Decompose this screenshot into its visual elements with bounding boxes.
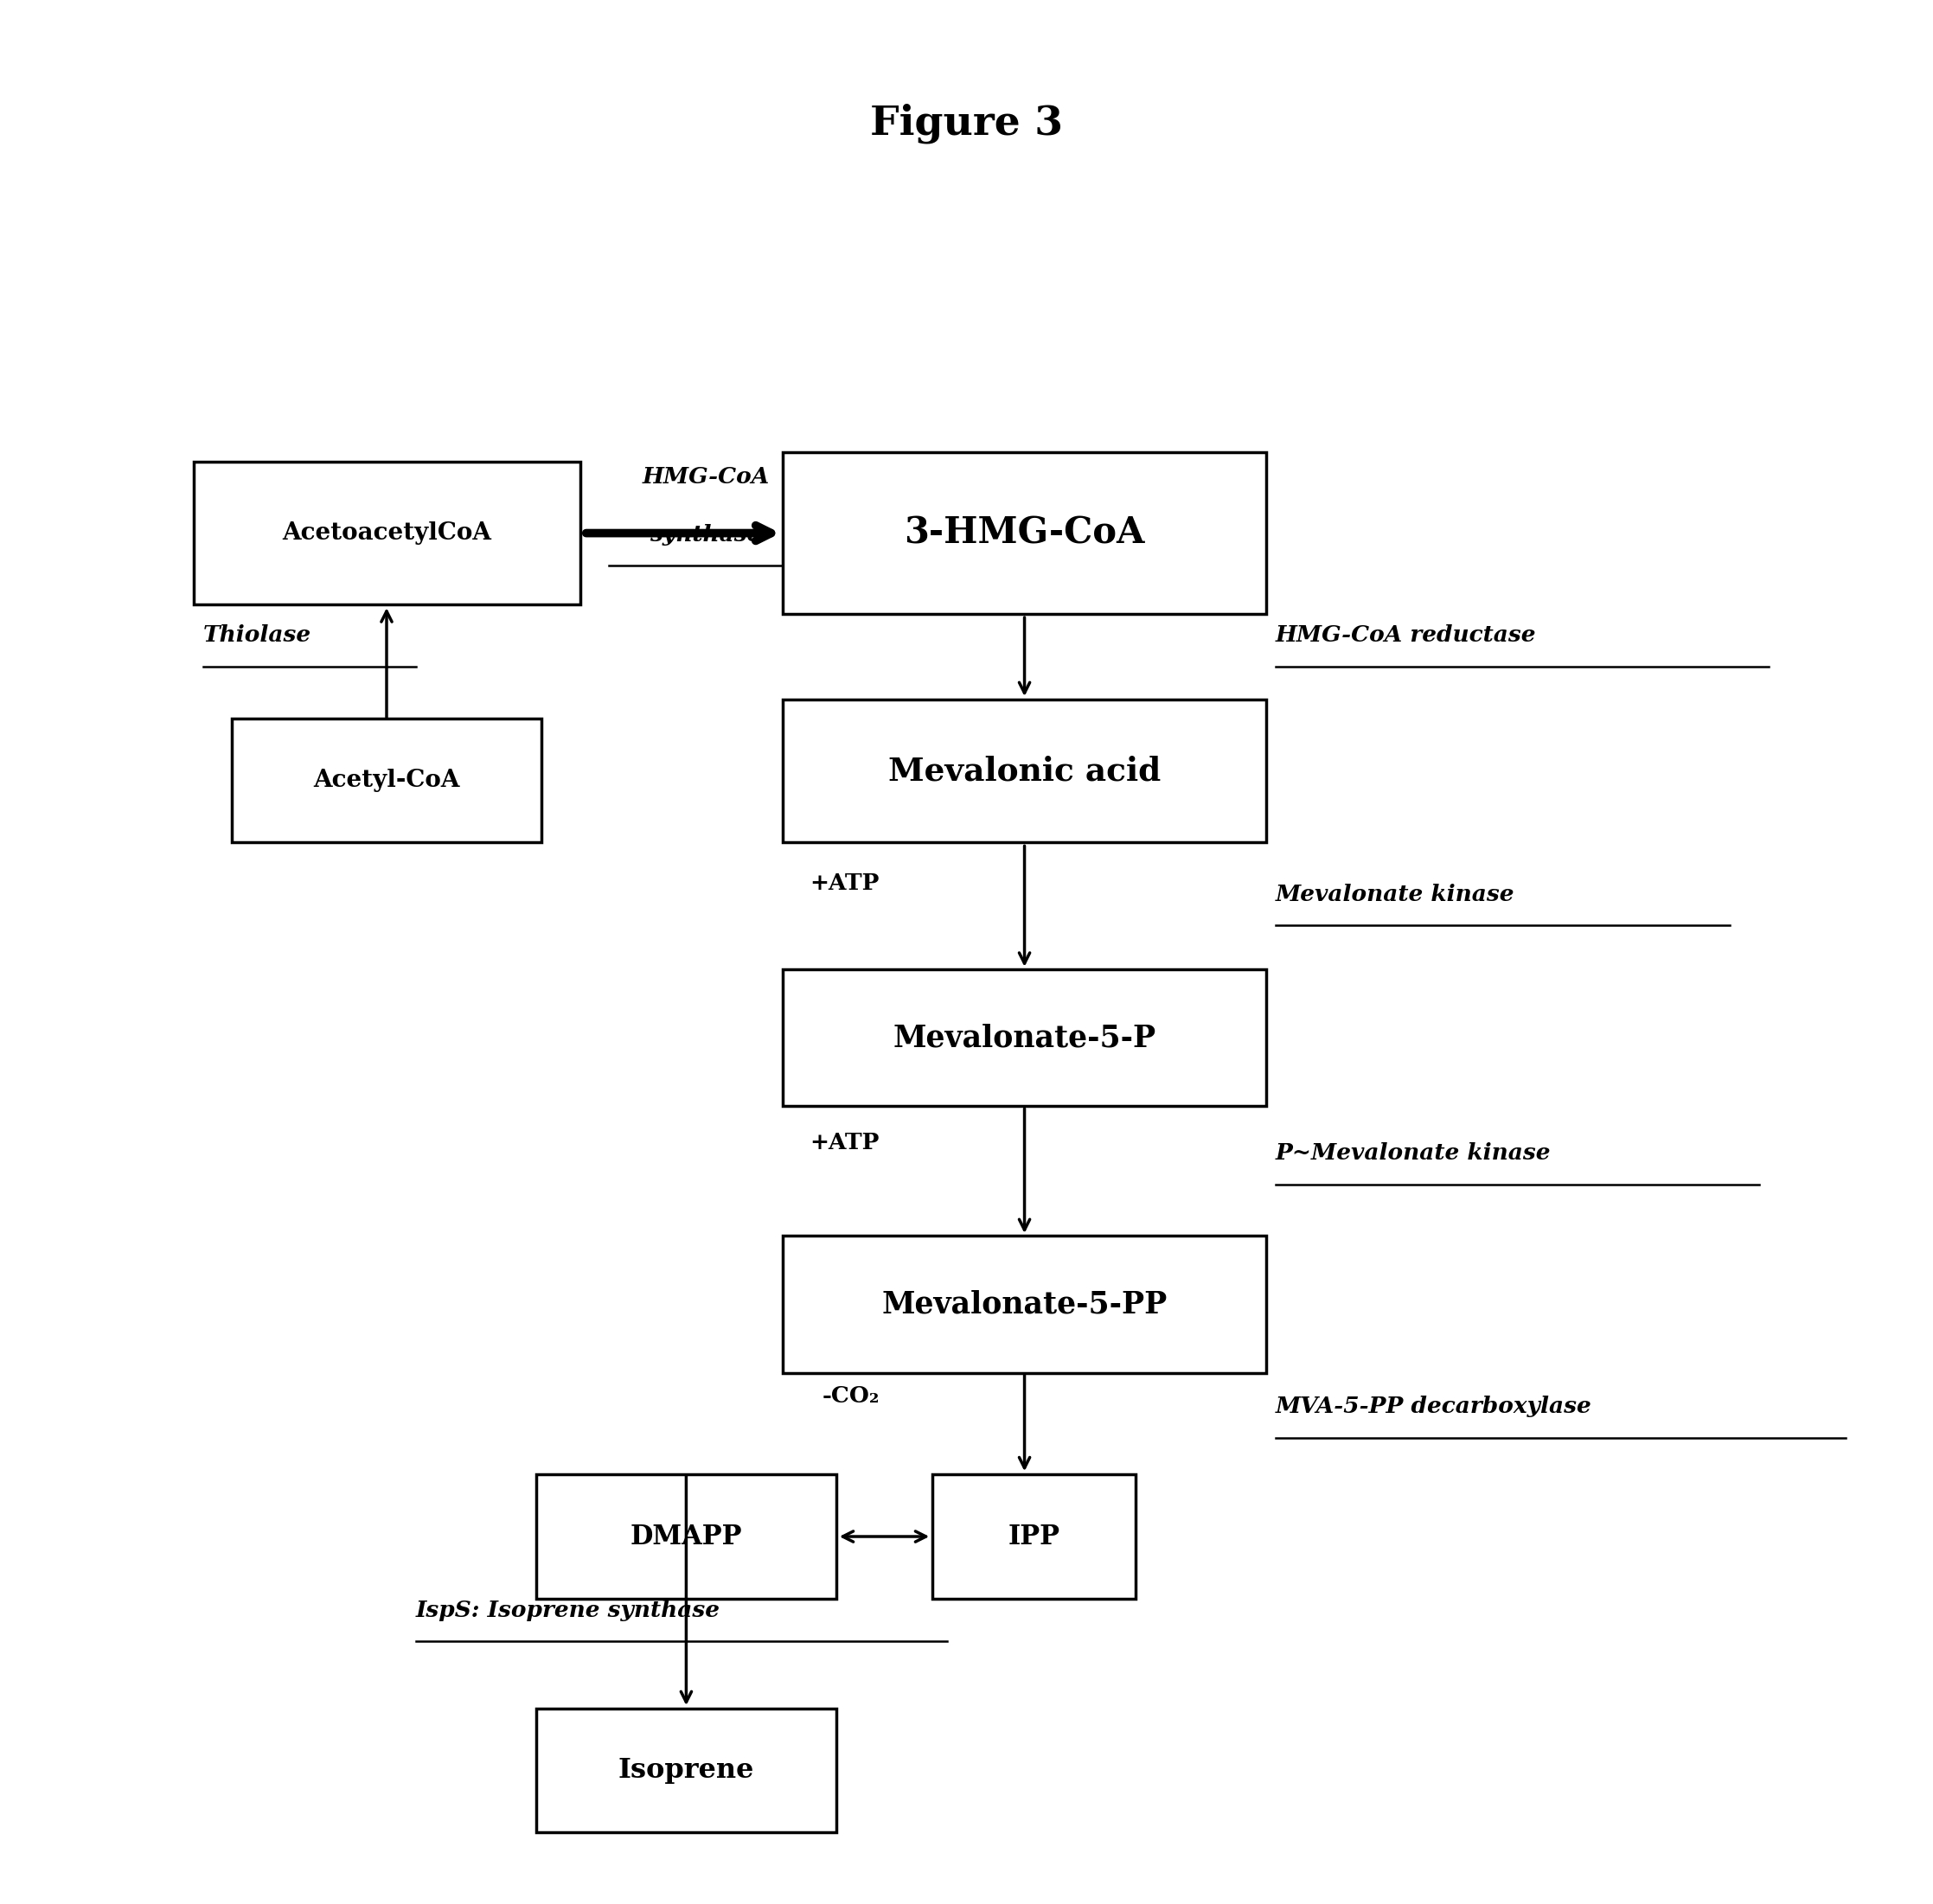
Text: +ATP: +ATP [810,1131,880,1154]
Text: Mevalonate-5-P: Mevalonate-5-P [893,1022,1156,1053]
FancyBboxPatch shape [193,463,580,605]
Text: P~Mevalonate kinase: P~Mevalonate kinase [1276,1142,1552,1163]
FancyBboxPatch shape [934,1474,1137,1599]
FancyBboxPatch shape [783,969,1266,1106]
Text: HMG-CoA: HMG-CoA [642,466,769,487]
Text: Isoprene: Isoprene [619,1757,754,1784]
Text: synthase: synthase [649,524,762,545]
FancyBboxPatch shape [783,1236,1266,1373]
Text: Thiolase: Thiolase [203,625,311,645]
Text: Figure 3: Figure 3 [870,103,1063,145]
Text: IPP: IPP [1009,1523,1059,1550]
Text: +ATP: +ATP [810,872,880,895]
Text: Acetyl-CoA: Acetyl-CoA [313,769,460,792]
FancyBboxPatch shape [537,1710,837,1832]
Text: IspS: Isoprene synthase: IspS: Isoprene synthase [416,1599,719,1620]
Text: HMG-CoA reductase: HMG-CoA reductase [1276,625,1537,645]
Text: -CO₂: -CO₂ [822,1384,880,1407]
FancyBboxPatch shape [783,701,1266,842]
FancyBboxPatch shape [232,718,541,842]
Text: MVA-5-PP decarboxylase: MVA-5-PP decarboxylase [1276,1396,1593,1417]
FancyBboxPatch shape [537,1474,837,1599]
FancyBboxPatch shape [783,453,1266,613]
Text: Mevalonate-5-PP: Mevalonate-5-PP [881,1289,1168,1319]
Text: Mevalonate kinase: Mevalonate kinase [1276,883,1515,904]
Text: Mevalonic acid: Mevalonic acid [887,756,1162,786]
Text: 3-HMG-CoA: 3-HMG-CoA [905,514,1144,552]
Text: DMAPP: DMAPP [630,1523,742,1550]
Text: AcetoacetylCoA: AcetoacetylCoA [282,522,491,545]
